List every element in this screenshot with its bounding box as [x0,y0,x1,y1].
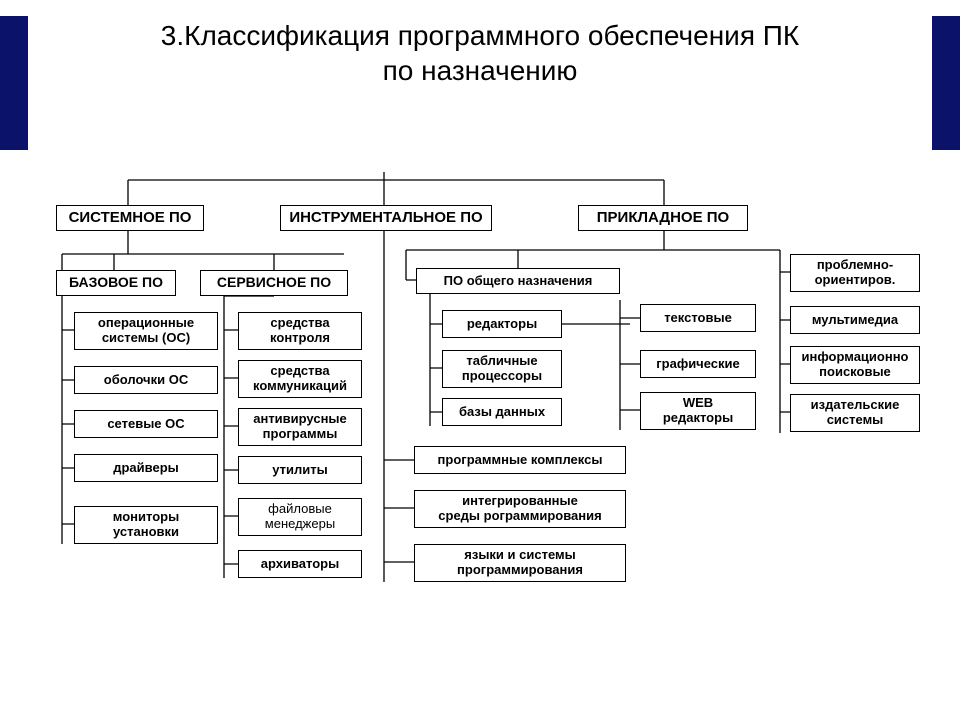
box-i_pk: программные комплексы [414,446,626,474]
box-app: ПРИКЛАДНОЕ ПО [578,205,748,231]
box-s_util: утилиты [238,456,362,484]
box-a_mm: мультимедиа [790,306,920,334]
box-s_comm: средствакоммуникаций [238,360,362,398]
box-gp_red: редакторы [442,310,562,338]
box-s_ctrl: средстваконтроля [238,312,362,350]
box-s_av: антивирусныепрограммы [238,408,362,446]
box-gp_db: базы данных [442,398,562,426]
box-ed_gfx: графические [640,350,756,378]
box-n_shell: оболочки ОС [74,366,218,394]
box-serv: СЕРВИСНОЕ ПО [200,270,348,296]
box-ed_txt: текстовые [640,304,756,332]
box-i_ide: интегрированныесреды рограммирования [414,490,626,528]
box-n_os: операционныесистемы (ОС) [74,312,218,350]
box-instr: ИНСТРУМЕНТАЛЬНОЕ ПО [280,205,492,231]
box-gp: ПО общего назначения [416,268,620,294]
box-gp_tab: табличныепроцессоры [442,350,562,388]
box-n_mon: мониторыустановки [74,506,218,544]
box-n_net: сетевые ОС [74,410,218,438]
diagram-canvas: СИСТЕМНОЕ ПО ИНСТРУМЕНТАЛЬНОЕ ПО ПРИКЛАДНО… [0,150,960,720]
box-ed_web: WEBредакторы [640,392,756,430]
box-sys: СИСТЕМНОЕ ПО [56,205,204,231]
box-a_prob: проблемно-ориентиров. [790,254,920,292]
box-i_lang: языки и системыпрограммирования [414,544,626,582]
box-a_info: информационнопоисковые [790,346,920,384]
slide: 3.Классификация программного обеспечения… [0,0,960,720]
box-n_drv: драйверы [74,454,218,482]
box-a_pub: издательскиесистемы [790,394,920,432]
slide-title: 3.Классификация программного обеспечения… [0,18,960,88]
box-base: БАЗОВОЕ ПО [56,270,176,296]
box-s_file: файловыеменеджеры [238,498,362,536]
box-s_arch: архиваторы [238,550,362,578]
